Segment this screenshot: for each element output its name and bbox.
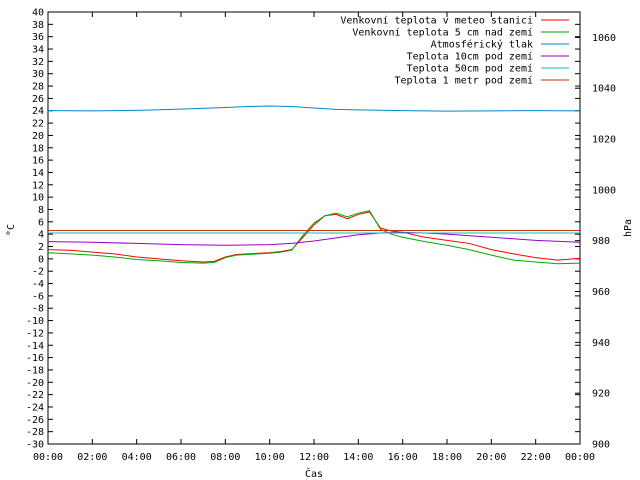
- y-left-tick-label: 16: [32, 156, 44, 167]
- y-right-tick-label: 1020: [592, 135, 616, 146]
- x-tick-label: 18:00: [432, 452, 462, 463]
- x-tick-label: 16:00: [388, 452, 418, 463]
- y-right-tick-label: 1000: [592, 185, 616, 196]
- series-line-4: [47, 231, 581, 246]
- y-left-tick-label: -8: [32, 304, 44, 315]
- y-left-tick-label: 34: [32, 45, 44, 56]
- x-tick-label: 00:00: [565, 452, 595, 463]
- y-left-tick-label: 18: [32, 143, 44, 154]
- x-tick-label: 20:00: [476, 452, 506, 463]
- y-left-tick-label: -10: [26, 316, 44, 327]
- y-right-tick-label: 980: [592, 236, 610, 247]
- y-left-tick-label: -16: [26, 353, 44, 364]
- legend-label-2: Venkovní teplota 5 cm nad zemí: [352, 27, 533, 39]
- y-left-tick-label: -14: [26, 341, 44, 352]
- x-tick-label: 22:00: [521, 452, 551, 463]
- right-axis-ticks: 900 920 940 960 980 1000 1020 1040 1060: [575, 33, 616, 451]
- y-left-tick-label: -24: [26, 402, 44, 413]
- y-left-tick-label: -30: [26, 440, 44, 451]
- y-axis-right-label: hPa: [623, 219, 634, 237]
- x-tick-label: 06:00: [166, 452, 196, 463]
- y-left-tick-label: 2: [38, 242, 44, 253]
- y-right-tick-label: 920: [592, 389, 610, 400]
- y-left-tick-label: -22: [26, 390, 44, 401]
- y-left-tick-label: 30: [32, 69, 44, 80]
- legend-label-3: Atmosférický tlak: [431, 39, 533, 51]
- y-left-tick-label: 4: [38, 230, 44, 241]
- y-left-tick-label: -2: [32, 267, 44, 278]
- y-left-tick-label: 40: [32, 8, 44, 19]
- x-axis-label: Čas: [305, 467, 323, 480]
- y-left-tick-label: 0: [38, 254, 44, 265]
- y-left-tick-label: 20: [32, 131, 44, 142]
- x-tick-label: 12:00: [299, 452, 329, 463]
- y-left-tick-label: 14: [32, 168, 44, 179]
- y-left-tick-label: 10: [32, 193, 44, 204]
- y-left-tick-label: -20: [26, 378, 44, 389]
- y-axis-left-label: °C: [6, 224, 17, 236]
- y-left-tick-label: -4: [32, 279, 44, 290]
- x-tick-label: 04:00: [122, 452, 152, 463]
- legend: Venkovní teplota v meteo staniciVenkovní…: [340, 15, 569, 87]
- legend-label-1: Venkovní teplota v meteo stanici: [340, 15, 533, 27]
- x-tick-label: 10:00: [255, 452, 285, 463]
- x-tick-label: 08:00: [210, 452, 240, 463]
- series-line-2: [47, 210, 581, 265]
- y-left-tick-label: -12: [26, 328, 44, 339]
- x-axis-ticks: 00:00 02:00 04:00 06:00 08:00 10:00 12:00 14:00…: [33, 12, 595, 463]
- legend-label-6: Teplota 1 metr pod zemí: [395, 75, 533, 87]
- y-left-tick-label: 32: [32, 57, 44, 68]
- y-right-tick-label: 960: [592, 287, 610, 298]
- y-left-tick-label: 38: [32, 20, 44, 31]
- y-left-tick-label: 24: [32, 106, 44, 117]
- legend-label-5: Teplota 50cm pod zemí: [407, 63, 533, 75]
- y-left-tick-label: 36: [32, 32, 44, 43]
- y-left-tick-label: 6: [38, 217, 44, 228]
- y-left-tick-label: 28: [32, 82, 44, 93]
- y-left-tick-label: 22: [32, 119, 44, 130]
- y-right-tick-label: 1040: [592, 84, 616, 95]
- x-tick-label: 14:00: [343, 452, 373, 463]
- y-left-tick-label: 12: [32, 180, 44, 191]
- legend-label-4: Teplota 10cm pod zemí: [407, 51, 533, 63]
- y-right-tick-label: 900: [592, 440, 610, 451]
- left-axis-ticks: -30-28-26-24-22-20-18-16-14-12-10-8-6-4-…: [26, 8, 580, 451]
- y-left-tick-label: -28: [26, 427, 44, 438]
- x-tick-label: 00:00: [33, 452, 63, 463]
- x-tick-label: 02:00: [77, 452, 107, 463]
- y-left-tick-label: 26: [32, 94, 44, 105]
- y-right-tick-label: 1060: [592, 33, 616, 44]
- y-left-tick-label: 8: [38, 205, 44, 216]
- y-left-tick-label: -26: [26, 415, 44, 426]
- series-line-1: [47, 211, 581, 263]
- series-layer: [47, 105, 581, 265]
- series-line-3: [47, 105, 581, 112]
- y-right-tick-label: 940: [592, 338, 610, 349]
- y-left-tick-label: -6: [32, 291, 44, 302]
- y-left-tick-label: -18: [26, 365, 44, 376]
